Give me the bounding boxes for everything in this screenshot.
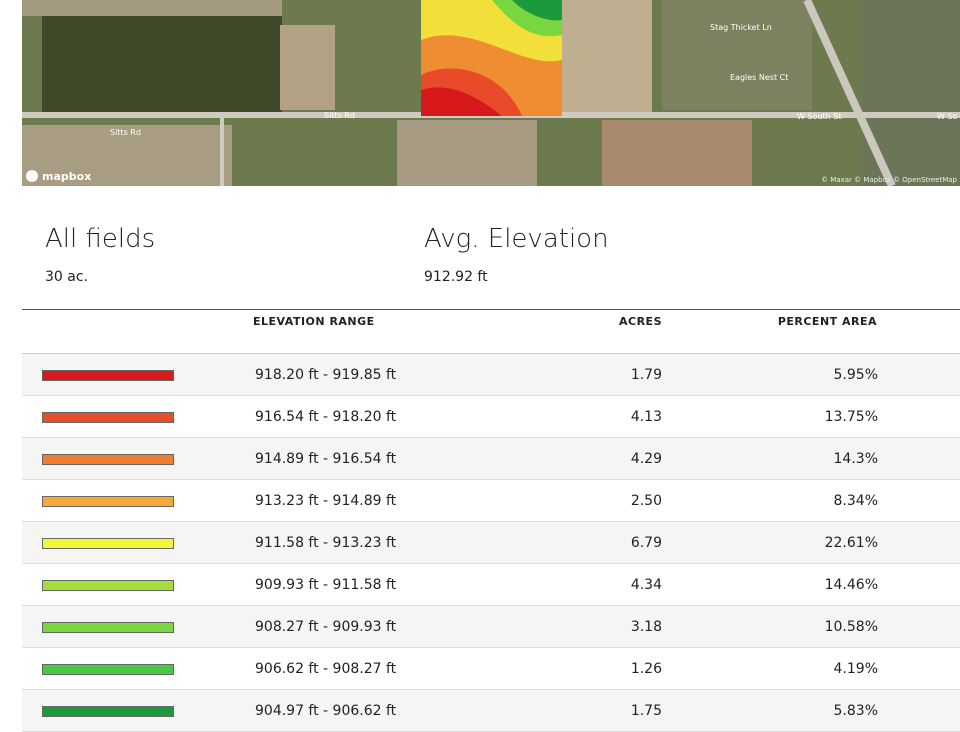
acres-cell: 6.79 [630, 535, 662, 551]
acres-cell: 4.29 [630, 451, 662, 467]
map-attribution[interactable]: © Maxar © Mapbox © OpenStreetMap [821, 176, 957, 184]
range-cell: 911.58 ft - 913.23 ft [255, 535, 397, 551]
table-row: 906.62 ft - 908.27 ft 1.26 4.19% [22, 648, 960, 690]
map-logo[interactable]: mapbox [42, 170, 91, 183]
acres-cell: 3.18 [630, 619, 662, 635]
field-title: All fields [45, 224, 156, 254]
map-label: W South St [797, 112, 841, 121]
color-swatch [42, 664, 174, 675]
percent-cell: 4.19% [833, 661, 878, 677]
table-row: 916.54 ft - 918.20 ft 4.13 13.75% [22, 396, 960, 438]
range-cell: 909.93 ft - 911.58 ft [255, 577, 397, 593]
header-cell: ELEVATION RANGE [253, 315, 375, 328]
range-cell: 908.27 ft - 909.93 ft [255, 619, 397, 635]
acres-cell: 4.34 [630, 577, 662, 593]
range-cell: 916.54 ft - 918.20 ft [255, 409, 397, 425]
percent-cell: 5.83% [833, 703, 878, 719]
table-body: 918.20 ft - 919.85 ft 1.79 5.95% 916.54 ft … [22, 354, 960, 732]
table-row: 909.93 ft - 911.58 ft 4.34 14.46% [22, 564, 960, 606]
percent-cell: 13.75% [824, 409, 878, 425]
color-swatch [42, 370, 174, 381]
color-swatch [42, 454, 174, 465]
header-cell: PERCENT AREA [777, 315, 877, 328]
map-label: Stag Thicket Ln [710, 23, 772, 32]
acres-cell: 1.26 [630, 661, 662, 677]
color-swatch [42, 706, 174, 717]
percent-cell: 14.3% [833, 451, 878, 467]
header-cell: ACRES [619, 315, 662, 328]
range-cell: 914.89 ft - 916.54 ft [255, 451, 397, 467]
map-label: Eagles Nest Ct [730, 73, 788, 82]
percent-cell: 14.46% [824, 577, 878, 593]
table-row: 914.89 ft - 916.54 ft 4.29 14.3% [22, 438, 960, 480]
color-swatch [42, 622, 174, 633]
percent-cell: 8.34% [833, 493, 878, 509]
color-swatch [42, 580, 174, 591]
color-swatch [42, 538, 174, 549]
map-label: Sitts Rd [324, 111, 355, 120]
table-row: 918.20 ft - 919.85 ft 1.79 5.95% [22, 354, 960, 396]
percent-cell: 5.95% [833, 367, 878, 383]
range-cell: 918.20 ft - 919.85 ft [255, 367, 397, 383]
table-row: 913.23 ft - 914.89 ft 2.50 8.34% [22, 480, 960, 522]
field-area: 30 ac. [45, 269, 88, 285]
map-label: Sitts Rd [110, 128, 141, 137]
elevation-table: ELEVATION RANGE ACRES PERCENT AREA 918.2… [22, 309, 960, 732]
elevation-title: Avg. Elevation [424, 224, 609, 254]
range-cell: 906.62 ft - 908.27 ft [255, 661, 397, 677]
percent-cell: 10.58% [824, 619, 878, 635]
range-cell: 913.23 ft - 914.89 ft [255, 493, 397, 509]
acres-cell: 1.79 [630, 367, 662, 383]
acres-cell: 4.13 [630, 409, 662, 425]
percent-cell: 22.61% [824, 535, 878, 551]
range-cell: 904.97 ft - 906.62 ft [255, 703, 397, 719]
table-header: ELEVATION RANGE ACRES PERCENT AREA [22, 309, 960, 354]
elevation-value: 912.92 ft [424, 269, 488, 285]
table-row: 911.58 ft - 913.23 ft 6.79 22.61% [22, 522, 960, 564]
table-row: 904.97 ft - 906.62 ft 1.75 5.83% [22, 690, 960, 732]
acres-cell: 1.75 [630, 703, 662, 719]
table-row: 908.27 ft - 909.93 ft 3.18 10.58% [22, 606, 960, 648]
map: Sitts Rd Sitts Rd W South St W So Stag T… [22, 0, 960, 186]
color-swatch [42, 412, 174, 423]
color-swatch [42, 496, 174, 507]
map-label: W So [937, 112, 958, 121]
acres-cell: 2.50 [630, 493, 662, 509]
